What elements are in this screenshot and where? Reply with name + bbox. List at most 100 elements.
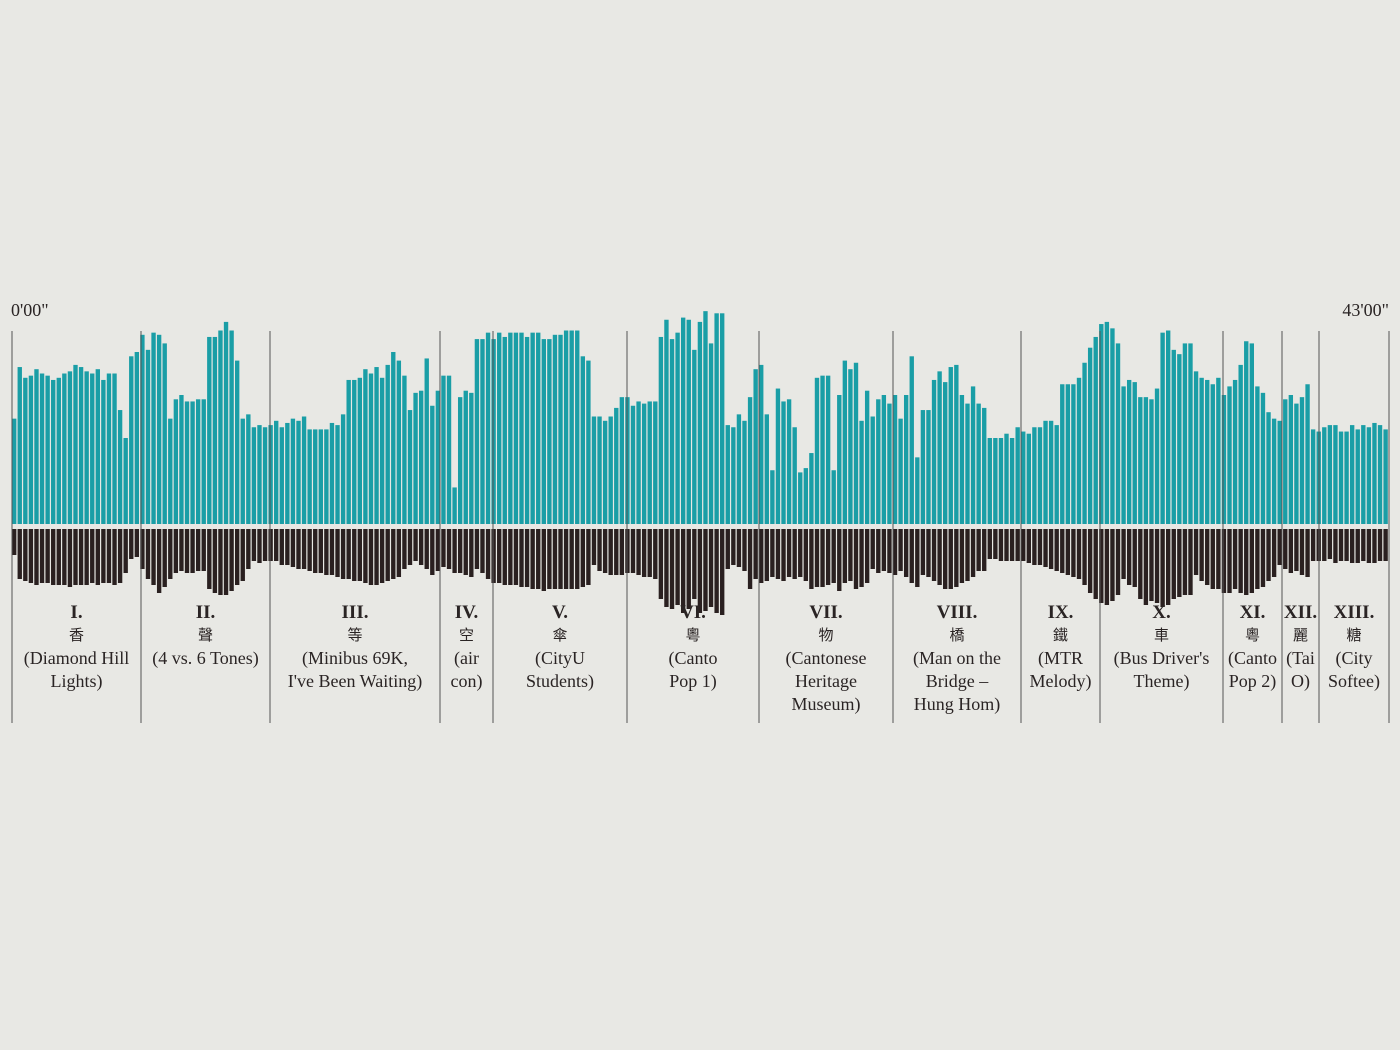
upper-bar	[943, 382, 948, 524]
section-title-line: Pop 2)	[1229, 671, 1277, 692]
lower-bar	[1299, 529, 1305, 575]
lower-bar	[129, 529, 134, 559]
upper-bar	[630, 405, 636, 524]
lower-bar	[1182, 529, 1188, 595]
lower-bar	[90, 529, 95, 583]
lower-bar	[257, 529, 262, 563]
upper-bar	[402, 375, 407, 524]
upper-bar	[51, 379, 56, 524]
section-hanzi: 物	[818, 626, 833, 644]
lower-bar	[452, 529, 457, 573]
upper-bar	[1132, 382, 1137, 524]
upper-bar	[1110, 328, 1115, 524]
lower-bar	[1009, 529, 1015, 561]
section-numeral: XIII.	[1334, 602, 1375, 623]
lower-bar	[179, 529, 184, 571]
lower-bar	[903, 529, 909, 577]
lower-bar	[463, 529, 468, 575]
lower-bar	[212, 529, 218, 593]
upper-bar	[636, 401, 641, 524]
section-numeral: V.	[552, 602, 568, 623]
upper-bar	[251, 427, 257, 524]
section-title-line: Lights)	[51, 671, 103, 692]
lower-bar	[274, 529, 279, 561]
lower-bar	[346, 529, 351, 579]
upper-bar	[1283, 399, 1288, 524]
upper-bar	[831, 470, 836, 524]
upper-bar	[1177, 354, 1182, 524]
upper-bar	[669, 339, 675, 524]
upper-bar	[1021, 431, 1026, 524]
lower-bar	[965, 529, 970, 581]
section-label: II. 聲 (4 vs. 6 Tones)	[152, 602, 258, 669]
lower-bar	[491, 529, 496, 583]
lower-bar	[1037, 529, 1043, 565]
section-title-line: (Bus Driver's	[1114, 648, 1210, 669]
upper-bar	[1249, 343, 1254, 524]
upper-bar	[145, 349, 151, 524]
lower-bar	[1015, 529, 1020, 561]
upper-bar	[1115, 343, 1121, 524]
section-numeral: X.	[1152, 602, 1170, 623]
upper-bar	[1171, 349, 1176, 524]
time-start-label: 0'00"	[11, 300, 49, 320]
upper-bar	[959, 395, 965, 524]
lower-bar	[123, 529, 128, 573]
section-hanzi: 車	[1154, 626, 1169, 644]
upper-bar	[1182, 343, 1188, 524]
lower-bar	[190, 529, 195, 573]
upper-bar	[1288, 395, 1294, 524]
lower-bar	[764, 529, 769, 581]
upper-bar	[28, 375, 34, 524]
upper-bar	[775, 388, 781, 524]
upper-bar	[541, 339, 546, 524]
lower-bar	[993, 529, 998, 559]
lower-bar	[1294, 529, 1299, 571]
upper-bar	[162, 343, 167, 524]
upper-bar	[285, 422, 290, 524]
lower-bar	[62, 529, 67, 585]
lower-bar	[1271, 529, 1277, 577]
lower-bar	[385, 529, 390, 581]
upper-bar	[67, 371, 73, 524]
upper-bar	[34, 369, 39, 524]
upper-bar	[452, 487, 457, 524]
upper-bar	[909, 356, 914, 524]
section-title-line: (Diamond Hill	[24, 648, 130, 669]
upper-bar	[859, 420, 864, 524]
upper-bar	[1383, 429, 1388, 524]
upper-bar	[195, 399, 201, 524]
lower-bar	[290, 529, 296, 567]
lower-bar	[931, 529, 937, 581]
upper-bar	[903, 395, 909, 524]
lower-bar	[803, 529, 809, 581]
lower-bar	[184, 529, 190, 573]
lower-bar	[1166, 529, 1171, 605]
section-title-line: Melody)	[1030, 671, 1092, 692]
lower-bar	[1283, 529, 1288, 569]
upper-bar	[1143, 397, 1149, 524]
lower-bar	[982, 529, 987, 571]
upper-bar	[1377, 425, 1383, 524]
lower-bar	[313, 529, 318, 573]
upper-bar	[385, 364, 390, 524]
lower-bar	[1121, 529, 1126, 579]
lower-bar	[792, 529, 797, 579]
upper-bar	[508, 332, 513, 524]
upper-bar	[1349, 425, 1355, 524]
upper-bar	[418, 390, 424, 524]
lower-bar	[262, 529, 268, 561]
lower-bar	[296, 529, 301, 569]
lower-bar	[480, 529, 485, 573]
upper-bar	[73, 364, 78, 524]
upper-bar	[117, 410, 123, 524]
lower-bar	[1132, 529, 1137, 587]
upper-bar	[1216, 377, 1221, 524]
lower-bar	[45, 529, 50, 583]
lower-bar	[469, 529, 474, 577]
section-title-line: (Man on the	[913, 648, 1001, 669]
upper-bar	[391, 352, 396, 524]
section-title-line: Students)	[526, 671, 594, 692]
